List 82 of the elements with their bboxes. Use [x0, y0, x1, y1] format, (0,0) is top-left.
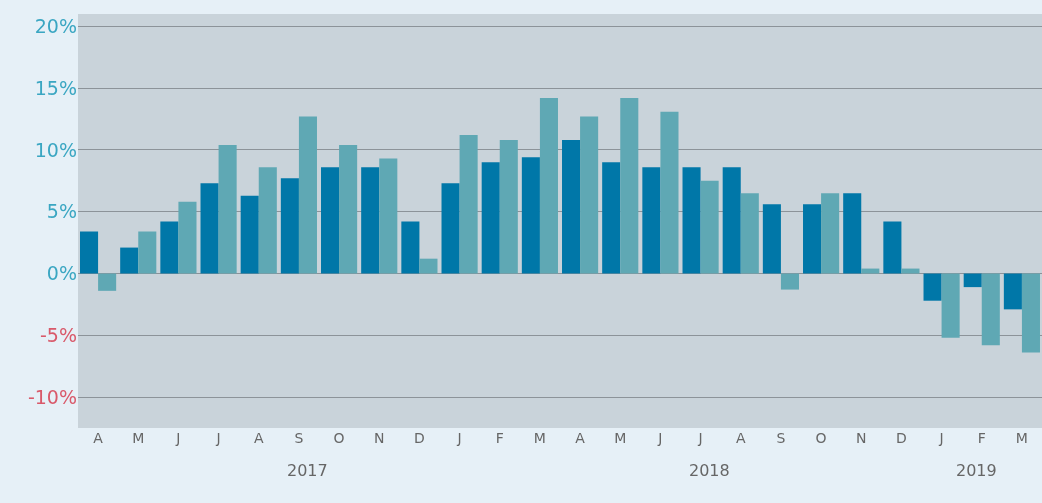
y-tick-label: 20% [34, 15, 77, 38]
y-tick-label: -5% [40, 323, 77, 346]
x-tick-label: A [575, 430, 586, 446]
bar [459, 135, 478, 274]
x-tick-label: S [776, 430, 786, 446]
bar [700, 180, 719, 274]
x-tick-label: M [132, 430, 145, 446]
bar [780, 273, 799, 290]
bar [981, 273, 1000, 346]
bar [1003, 273, 1022, 310]
bar [642, 167, 661, 274]
x-tick-label: O [815, 430, 827, 446]
x-tick-label: M [1015, 430, 1028, 446]
x-tick-label: F [977, 430, 986, 446]
y-tick-label: -10% [27, 385, 77, 408]
bar [762, 204, 781, 274]
x-tick-label: D [414, 430, 425, 446]
x-tick-label: A [253, 430, 264, 446]
bar [280, 178, 299, 274]
x-tick-label: S [294, 430, 304, 446]
bar [120, 247, 139, 274]
bar [602, 162, 621, 274]
bar [401, 221, 420, 274]
bar [580, 116, 599, 274]
x-tick-label: D [896, 430, 907, 446]
bar [722, 167, 741, 274]
bar [562, 140, 581, 274]
bar [98, 273, 117, 291]
y-tick-label: 10% [34, 138, 77, 161]
bar [923, 273, 942, 301]
bar [499, 140, 518, 274]
x-tick-label: A [735, 430, 746, 446]
bar [620, 98, 639, 274]
bar [963, 273, 982, 288]
bar [1021, 273, 1040, 353]
bar [481, 162, 500, 274]
bar [80, 231, 99, 274]
x-tick-label: J [657, 430, 663, 446]
bar [160, 221, 179, 274]
x-tick-label: J [697, 430, 703, 446]
text: 2017 [287, 461, 328, 480]
bar [138, 231, 157, 274]
bar [901, 268, 920, 274]
x-tick-label: J [215, 430, 221, 446]
y-tick-label: 15% [34, 76, 77, 99]
bar [339, 145, 358, 274]
bar [321, 167, 340, 274]
bar [441, 183, 460, 274]
x-tick-label: A [93, 430, 104, 446]
bar [361, 167, 380, 274]
bar [843, 193, 862, 274]
bar [539, 98, 558, 274]
x-tick-label: N [374, 430, 385, 446]
bar [660, 111, 679, 274]
x-tick-label: J [456, 430, 462, 446]
bar [258, 167, 277, 274]
x-tick-label: O [333, 430, 345, 446]
bar [861, 268, 880, 274]
bar [200, 183, 219, 274]
x-tick-label: J [175, 430, 181, 446]
y-tick-label: 5% [46, 200, 77, 223]
bar [298, 116, 317, 274]
bar [419, 258, 438, 274]
x-tick-label: N [856, 430, 867, 446]
bar [941, 273, 960, 338]
bar [178, 201, 197, 274]
bar [218, 145, 237, 274]
bar [682, 167, 701, 274]
x-tick-label: F [495, 430, 504, 446]
x-tick-label: M [614, 430, 627, 446]
bar [883, 221, 902, 274]
x-tick-label: M [533, 430, 546, 446]
y-tick-label: 0% [46, 262, 77, 285]
bar [379, 158, 398, 274]
bar [240, 195, 259, 274]
bar [803, 204, 822, 274]
x-tick-label: J [938, 430, 944, 446]
text: 2019 [956, 461, 997, 480]
bar [740, 193, 759, 274]
bar [521, 157, 540, 274]
text: 2018 [689, 461, 730, 480]
bar [821, 193, 840, 274]
